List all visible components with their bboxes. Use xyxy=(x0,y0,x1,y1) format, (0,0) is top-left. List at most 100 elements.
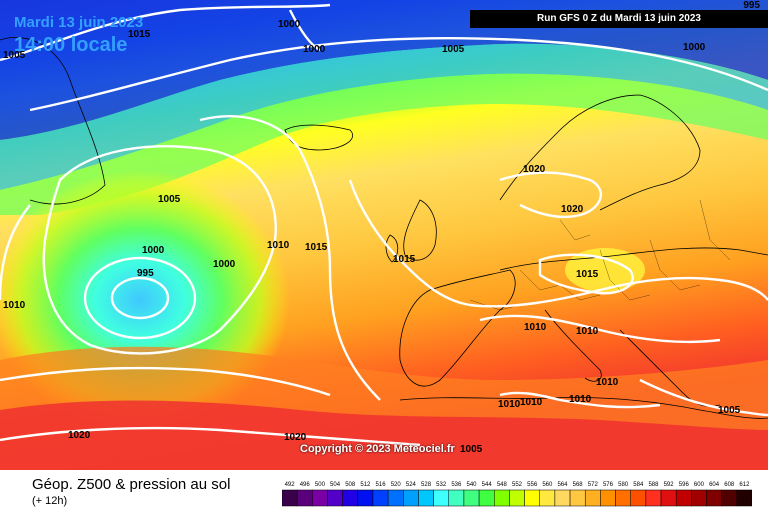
legend-swatch xyxy=(615,489,631,507)
legend-value: 608 xyxy=(724,482,735,488)
legend-swatch xyxy=(736,489,752,507)
legend-value: 536 xyxy=(451,482,462,488)
legend-swatch xyxy=(706,489,722,507)
legend-swatch xyxy=(600,489,616,507)
legend-swatch xyxy=(296,489,313,507)
legend-value: 512 xyxy=(360,482,371,488)
isobar-label: 1010 xyxy=(520,397,543,408)
isobar-label: 1010 xyxy=(524,322,547,333)
isobar-label: 1010 xyxy=(576,326,599,337)
isobar-label: 1000 xyxy=(142,245,165,256)
legend-swatch xyxy=(524,489,540,507)
legend-swatch xyxy=(342,489,359,507)
legend-value: 532 xyxy=(436,482,447,488)
legend-swatch xyxy=(433,489,450,507)
legend-value: 528 xyxy=(421,482,432,488)
legend-swatch xyxy=(569,489,586,507)
legend-value: 556 xyxy=(527,482,538,488)
legend-swatch xyxy=(675,489,692,507)
legend-value: 508 xyxy=(345,482,356,488)
legend-value: 544 xyxy=(482,482,493,488)
legend-swatch xyxy=(645,489,662,507)
legend-value: 604 xyxy=(709,482,720,488)
legend-value: 540 xyxy=(467,482,478,488)
isobar-label: 1020 xyxy=(284,432,307,443)
legend-swatch xyxy=(478,489,495,507)
isobar-label: 1020 xyxy=(523,164,546,175)
isobar-label: 1005 xyxy=(460,444,483,455)
legend-swatch xyxy=(312,489,328,507)
legend-swatch xyxy=(660,489,677,507)
footer-title: Géop. Z500 & pression au sol xyxy=(32,476,231,493)
legend-swatch xyxy=(418,489,434,507)
isobar-label: 1015 xyxy=(128,29,151,40)
legend-swatch xyxy=(357,489,374,507)
legend-swatch xyxy=(554,489,571,507)
isobar-label: 995 xyxy=(137,268,154,279)
legend-swatch xyxy=(509,489,525,507)
weather-map: 1000 1015 1000 1005 1000 1005 1000 1010 … xyxy=(0,0,768,470)
isobar-label: 1005 xyxy=(3,50,26,61)
legend-swatch xyxy=(463,489,480,507)
isobar-label: 1000 xyxy=(213,259,236,270)
isobar-label: 1005 xyxy=(158,194,181,205)
isobar-label: 1000 xyxy=(683,42,706,53)
legend-swatch xyxy=(584,489,601,507)
legend-value: 576 xyxy=(603,482,614,488)
legend-value: 572 xyxy=(588,482,599,488)
isobar-label: 1000 xyxy=(278,19,301,30)
legend-swatch xyxy=(630,489,647,507)
legend-value: 492 xyxy=(285,482,296,488)
legend-value: 524 xyxy=(406,482,417,488)
legend-value: 560 xyxy=(542,482,553,488)
legend-value: 564 xyxy=(557,482,568,488)
legend-value: 500 xyxy=(315,482,326,488)
legend-swatch xyxy=(282,489,298,507)
legend-value: 568 xyxy=(573,482,584,488)
legend-value: 584 xyxy=(633,482,644,488)
isobar-label: 1005 xyxy=(718,405,741,416)
legend-value: 596 xyxy=(679,482,690,488)
legend-value: 548 xyxy=(497,482,508,488)
legend-swatch xyxy=(387,489,404,507)
isobar-label: 1020 xyxy=(561,204,584,215)
isobar-label: 1005 xyxy=(442,44,465,55)
isobar-labels: 1000 1015 1000 1005 1000 1005 1000 1010 … xyxy=(3,19,741,455)
legend-value: 516 xyxy=(376,482,387,488)
isobar-label: 1015 xyxy=(393,254,416,265)
legend-swatch xyxy=(539,489,556,507)
legend-swatch xyxy=(494,489,510,507)
isobar-label: 1020 xyxy=(68,430,91,441)
isobar-label: 1010 xyxy=(498,399,521,410)
legend-swatch xyxy=(372,489,389,507)
coastlines xyxy=(0,37,768,419)
isobar-label: 1015 xyxy=(576,269,599,280)
corner-isobar-label: 995 xyxy=(743,0,760,11)
color-legend: 492 496 500 504 508 512 516 520 524 528 532 536 540 5… xyxy=(282,482,752,507)
isobar-label: 1010 xyxy=(569,394,592,405)
legend-value: 580 xyxy=(618,482,629,488)
legend-value: 496 xyxy=(300,482,311,488)
legend-swatch xyxy=(327,489,343,507)
run-label: Run GFS 0 Z du Mardi 13 juin 2023 xyxy=(470,10,768,28)
footer-subtitle: (+ 12h) xyxy=(32,495,68,507)
legend-swatch xyxy=(691,489,707,507)
isobars xyxy=(0,3,768,447)
legend-swatch xyxy=(721,489,738,507)
legend-value: 504 xyxy=(330,482,341,488)
footer: Géop. Z500 & pression au sol (+ 12h) 492… xyxy=(0,470,768,512)
isobar-label: 1010 xyxy=(596,377,619,388)
legend-swatch xyxy=(448,489,465,507)
copyright: Copyright © 2023 Meteociel.fr xyxy=(300,443,455,455)
isobar-label: 1010 xyxy=(3,300,26,311)
isobar-label: 1000 xyxy=(303,44,326,55)
date-title: Mardi 13 juin 2023 xyxy=(14,14,144,31)
legend-value: 592 xyxy=(664,482,675,488)
legend-value: 520 xyxy=(391,482,402,488)
legend-value: 600 xyxy=(694,482,705,488)
legend-value: 552 xyxy=(512,482,523,488)
isobar-label: 1015 xyxy=(305,242,328,253)
time-title: 14:00 locale xyxy=(14,34,128,56)
legend-value: 612 xyxy=(739,482,750,488)
isobar-label: 1010 xyxy=(267,240,290,251)
